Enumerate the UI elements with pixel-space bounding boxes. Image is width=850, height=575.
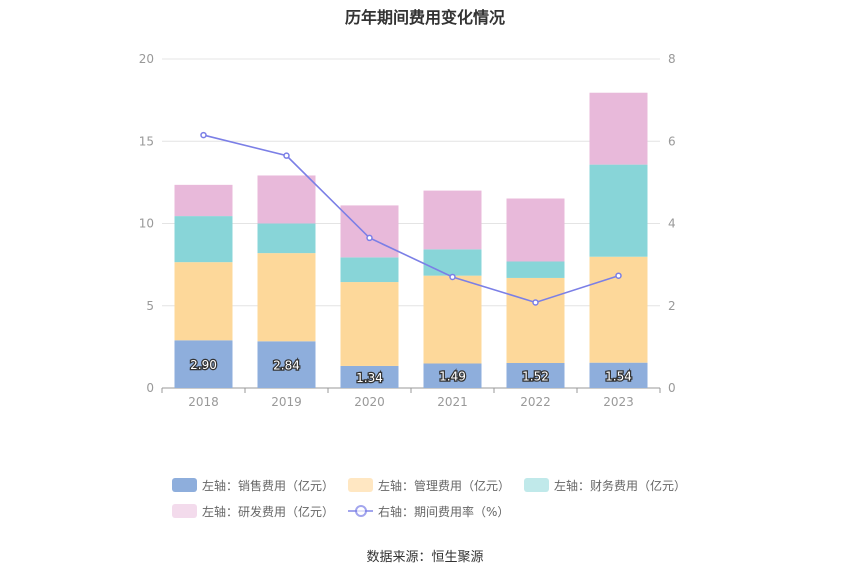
legend-label-sales: 左轴：销售费用（亿元） bbox=[202, 478, 335, 493]
bar-data-label: 1.52 bbox=[522, 369, 549, 383]
left-axis-tick-label: 15 bbox=[139, 134, 154, 148]
chart-canvas: 0 5 10 15 20 0 2 4 6 8 2018 2019 2020 2021 2022 2023 2.9… bbox=[139, 52, 676, 409]
bar-segment-s3 bbox=[340, 205, 399, 258]
legend-swatch-finance bbox=[524, 478, 550, 492]
legend-item-rnd[interactable]: 左轴：研发费用（亿元） bbox=[172, 503, 334, 520]
bar-segment-s3 bbox=[589, 92, 648, 165]
x-axis-tick-label: 2021 bbox=[437, 395, 468, 409]
legend-label-rnd: 左轴：研发费用（亿元） bbox=[202, 504, 335, 519]
bar-data-label: 1.49 bbox=[439, 370, 466, 384]
legend-label-admin: 左轴：管理费用（亿元） bbox=[378, 478, 511, 493]
bar-segment-s1 bbox=[506, 277, 565, 363]
rate-point bbox=[532, 299, 539, 306]
bar-segment-s0 bbox=[423, 363, 482, 388]
bar-segment-s3 bbox=[423, 190, 482, 250]
bar-segment-s2 bbox=[257, 223, 316, 254]
bar-data-label: 2.90 bbox=[190, 358, 217, 372]
right-axis-tick-label: 0 bbox=[668, 381, 676, 395]
right-axis-tick-label: 2 bbox=[668, 299, 676, 313]
x-axis-tick-label: 2018 bbox=[188, 395, 219, 409]
bar-segment-s3 bbox=[506, 198, 565, 262]
left-axis-tick-label: 20 bbox=[139, 52, 154, 66]
bar-segment-s1 bbox=[257, 253, 316, 342]
x-axis-tick-label: 2020 bbox=[354, 395, 385, 409]
bar-segment-s2 bbox=[589, 164, 648, 257]
rate-line bbox=[203, 134, 619, 304]
data-source: 数据来源：恒生聚源 bbox=[366, 550, 484, 565]
x-axis-tick-label: 2022 bbox=[520, 395, 551, 409]
legend-label-rate: 右轴：期间费用率（%） bbox=[378, 504, 510, 519]
bar-segment-s3 bbox=[174, 184, 233, 217]
bar-segment-s1 bbox=[174, 262, 233, 341]
left-axis-tick-label: 5 bbox=[146, 299, 154, 313]
bar-data-label: 2.84 bbox=[273, 359, 300, 373]
bar-segment-s3 bbox=[257, 175, 316, 224]
rate-point bbox=[283, 152, 290, 159]
bar-segment-s0 bbox=[257, 341, 316, 388]
legend-label-finance: 左轴：财务费用（亿元） bbox=[554, 478, 687, 493]
legend-item-admin[interactable]: 左轴：管理费用（亿元） bbox=[348, 477, 510, 494]
bar-segment-s0 bbox=[340, 365, 399, 388]
bar-segment-s1 bbox=[340, 282, 399, 366]
legend-swatch-rate bbox=[348, 504, 374, 518]
bar-segment-s2 bbox=[506, 261, 565, 278]
legend-item-finance[interactable]: 左轴：财务费用（亿元） bbox=[524, 477, 686, 494]
rate-point bbox=[366, 234, 373, 242]
chart-title: 历年期间费用变化情况 bbox=[344, 8, 505, 27]
bar-data-label: 1.54 bbox=[605, 369, 632, 383]
legend-item-sales[interactable]: 左轴：销售费用（亿元） bbox=[172, 477, 334, 494]
bar-segment-s2 bbox=[340, 257, 399, 283]
legend-swatch-sales bbox=[172, 478, 197, 492]
bar-segment-s0 bbox=[174, 340, 233, 388]
left-axis-tick-label: 10 bbox=[139, 217, 154, 231]
bar-segment-s2 bbox=[423, 249, 482, 276]
bar-segment-s1 bbox=[423, 275, 482, 364]
left-axis-tick-label: 0 bbox=[146, 381, 154, 395]
rate-point bbox=[449, 273, 456, 281]
x-axis-tick-label: 2019 bbox=[271, 395, 302, 409]
bar-segment-s2 bbox=[174, 216, 233, 263]
legend-swatch-admin bbox=[348, 478, 374, 492]
legend: 左轴：销售费用（亿元） 左轴：管理费用（亿元） 左轴：财务费用（亿元） 左轴：研… bbox=[172, 472, 732, 524]
bar-segment-s0 bbox=[506, 362, 565, 388]
right-axis-tick-label: 4 bbox=[668, 217, 676, 231]
bar-data-label: 1.34 bbox=[356, 371, 383, 385]
rate-point bbox=[615, 272, 622, 279]
bar-segment-s0 bbox=[589, 362, 648, 388]
x-axis-tick-label: 2023 bbox=[603, 395, 634, 409]
legend-swatch-rnd bbox=[172, 504, 197, 518]
rate-point bbox=[200, 131, 207, 139]
right-axis-tick-label: 8 bbox=[668, 52, 676, 66]
right-axis-tick-label: 6 bbox=[668, 134, 676, 148]
legend-item-rate[interactable]: 右轴：期间费用率（%） bbox=[348, 503, 509, 520]
